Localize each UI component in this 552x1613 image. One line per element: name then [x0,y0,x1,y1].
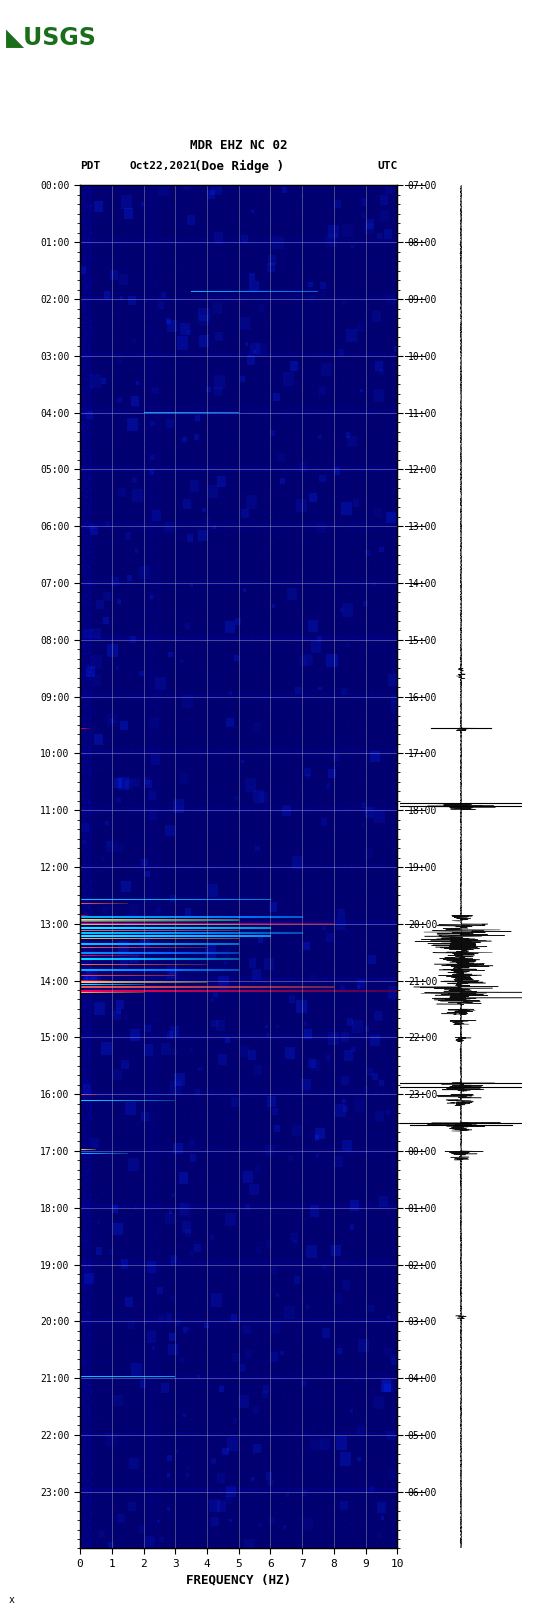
X-axis label: FREQUENCY (HZ): FREQUENCY (HZ) [186,1573,291,1586]
Text: ◣USGS: ◣USGS [6,26,97,48]
Text: PDT: PDT [80,161,100,171]
Text: UTC: UTC [377,161,397,171]
Text: Oct22,2021: Oct22,2021 [130,161,197,171]
Text: x: x [8,1595,14,1605]
Text: MDR EHZ NC 02: MDR EHZ NC 02 [190,139,288,152]
Text: (Doe Ridge ): (Doe Ridge ) [194,160,284,173]
